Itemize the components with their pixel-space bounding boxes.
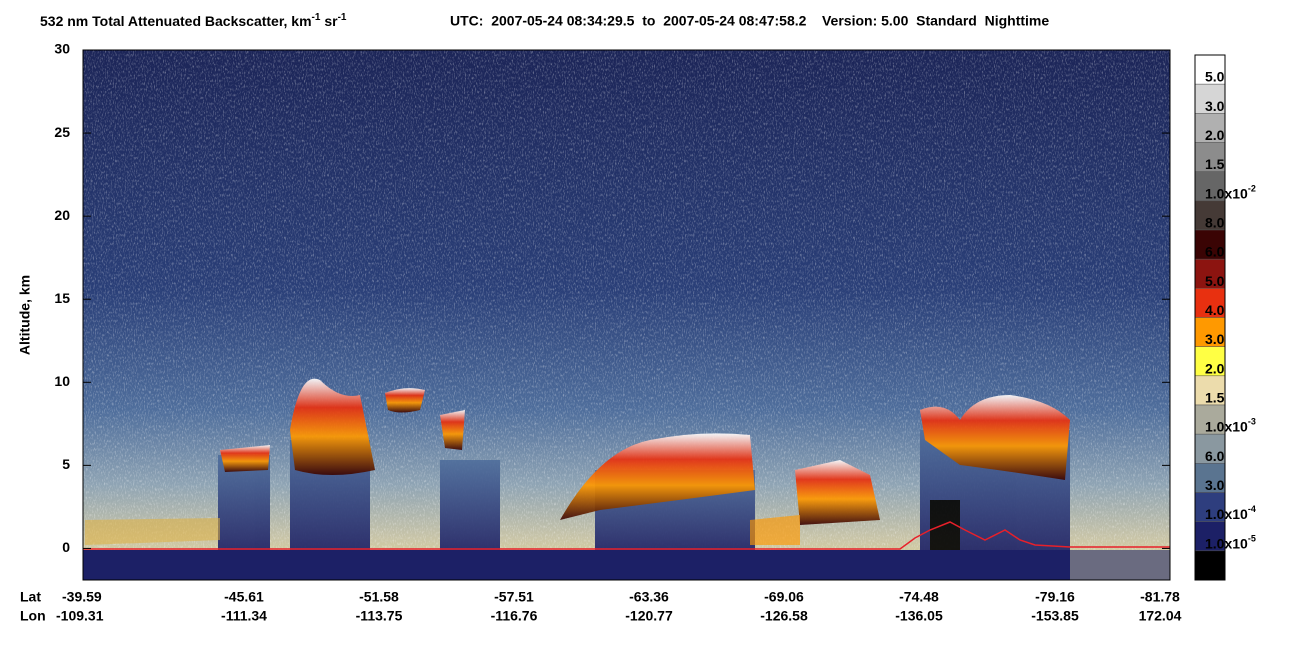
- colorbar-label: 1.0x10-4: [1205, 504, 1256, 521]
- colorbar-label-text: 3.0: [1205, 477, 1225, 493]
- y-tick-label: 30: [54, 41, 70, 57]
- y-tick-label: 15: [54, 290, 70, 306]
- plot-frame: [82, 49, 1171, 581]
- lat-tick-label: -81.78: [1140, 589, 1180, 605]
- colorbar-label-text: 5.0: [1205, 272, 1225, 288]
- colorbar-label: 6.0: [1205, 243, 1225, 259]
- ice-surface: [1070, 550, 1170, 580]
- colorbar-label: 3.0: [1205, 97, 1225, 113]
- colorbar-label-text: 6.0: [1205, 447, 1225, 463]
- surface-line: [83, 521, 1170, 550]
- colorbar-label: 4.0: [1205, 302, 1225, 318]
- colorbar-swatch: [1194, 433, 1226, 464]
- lon-tick-label: -153.85: [1031, 608, 1079, 624]
- colorbar-label: 5.0: [1205, 68, 1225, 84]
- y-tick-label: 20: [54, 207, 70, 223]
- colorbar-label-exp: -2: [1248, 184, 1256, 194]
- lon-tick-label: -116.76: [491, 608, 538, 624]
- colorbar-label: 2.0: [1205, 127, 1225, 143]
- lat-tick-label: -74.48: [899, 589, 939, 605]
- colorbar-label-text: 3.0: [1205, 331, 1225, 347]
- colorbar-label: 5.0: [1205, 272, 1225, 288]
- colorbar-swatch: [1194, 258, 1226, 289]
- lon-tick-label: -136.05: [895, 608, 943, 624]
- lat-tick-label: -69.06: [764, 589, 804, 605]
- colorbar-swatch: [1194, 83, 1226, 114]
- colorbar-label: 1.5: [1205, 156, 1225, 172]
- chart-subtitle: UTC: 2007-05-24 08:34:29.5 to 2007-05-24…: [450, 13, 1049, 29]
- lat-tick-label: -63.36: [629, 589, 669, 605]
- y-tick-label: 10: [54, 373, 70, 389]
- colorbar-label-text: 1.0x10: [1205, 185, 1248, 201]
- colorbar-swatch: [1194, 375, 1226, 406]
- lon-tick-label: 172.04: [1139, 608, 1182, 624]
- colorbar-swatch: [1194, 200, 1226, 231]
- colorbar-label-text: 1.0x10: [1205, 418, 1248, 434]
- colorbar-label: 2.0: [1205, 360, 1225, 376]
- lon-tick-label: -120.77: [625, 608, 673, 624]
- colorbar-swatch: [1194, 171, 1226, 202]
- colorbar-swatch: [1194, 550, 1226, 581]
- colorbar-frame: [1194, 54, 1226, 581]
- lon-tick-label: -111.34: [221, 608, 267, 624]
- title-line: 532 nm Total Attenuated Backscatter, km-…: [40, 12, 1049, 29]
- colorbar-label: 1.0x10-2: [1205, 184, 1256, 201]
- subsurface: [83, 550, 1170, 580]
- colorbar-label-text: 6.0: [1205, 243, 1225, 259]
- y-tick-label: 0: [62, 539, 70, 555]
- lat-tick-label: -79.16: [1035, 589, 1075, 605]
- y-tick-label: 25: [54, 124, 70, 140]
- lat-tick-label: -45.61: [224, 589, 264, 605]
- colorbar-label-text: 3.0: [1205, 97, 1225, 113]
- y-tick-label: 5: [62, 456, 70, 472]
- colorbar-label-text: 1.0x10: [1205, 506, 1248, 522]
- colorbar-label: 6.0: [1205, 447, 1225, 463]
- colorbar-label-exp: -4: [1248, 504, 1256, 514]
- colorbar-swatch: [1194, 346, 1226, 377]
- colorbar-label-text: 4.0: [1205, 302, 1225, 318]
- clouds: [85, 378, 1070, 545]
- colorbar-label-text: 5.0: [1205, 68, 1225, 84]
- colorbar-label-text: 2.0: [1205, 360, 1225, 376]
- colorbar-label: 1.5: [1205, 389, 1225, 405]
- colorbar-label-exp: -3: [1248, 417, 1256, 427]
- lon-tick-label: -113.75: [356, 608, 403, 624]
- lat-tick-label: -51.58: [359, 589, 399, 605]
- lat-label: Lat: [20, 589, 41, 605]
- colorbar-swatch: [1194, 142, 1226, 172]
- colorbar-label-exp: -5: [1248, 534, 1256, 544]
- lat-tick-label: -39.59: [62, 589, 102, 605]
- colorbar-swatch: [1194, 54, 1226, 85]
- colorbar-label: 1.0x10-5: [1205, 534, 1256, 551]
- colorbar-label: 1.0x10-3: [1205, 417, 1256, 434]
- colorbar-swatch: [1194, 113, 1226, 143]
- colorbar-label: 8.0: [1205, 214, 1225, 230]
- colorbar-label-text: 1.0x10: [1205, 535, 1248, 551]
- colorbar-label-text: 2.0: [1205, 127, 1225, 143]
- plot-area: [82, 49, 1171, 581]
- colorbar-label-text: 1.5: [1205, 156, 1225, 172]
- lon-tick-label: -126.58: [760, 608, 808, 624]
- colorbar-label-text: 1.5: [1205, 389, 1225, 405]
- lon-tick-label: -109.31: [56, 608, 104, 624]
- chart-title: 532 nm Total Attenuated Backscatter, km-…: [40, 12, 347, 29]
- colorbar-swatch: [1194, 288, 1226, 318]
- lat-tick-label: -57.51: [494, 589, 534, 605]
- colorbar-swatch: [1194, 317, 1226, 347]
- lon-label: Lon: [20, 608, 46, 624]
- colorbar-label-text: 8.0: [1205, 214, 1225, 230]
- y-axis-label: Altitude, km: [17, 275, 33, 355]
- colorbar-label: 3.0: [1205, 331, 1225, 347]
- colorbar-label: 3.0: [1205, 477, 1225, 493]
